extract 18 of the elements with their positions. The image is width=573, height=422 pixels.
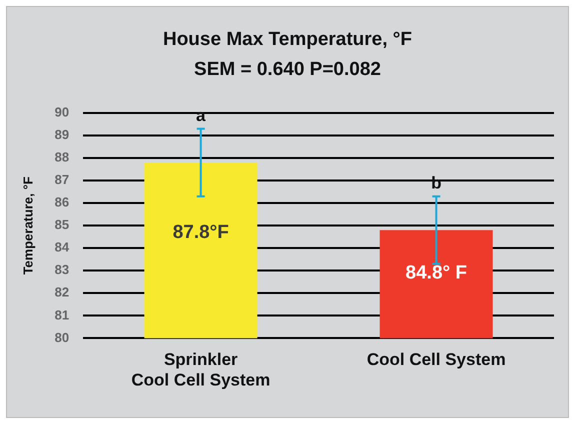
chart-subtitle: SEM = 0.640 P=0.082	[193, 59, 382, 81]
chart-title: House Max Temperature, °F	[162, 29, 414, 51]
y-tick-label: 84	[54, 240, 70, 255]
data-label: 87.8°F	[172, 222, 229, 244]
y-tick-label: 88	[54, 150, 70, 165]
y-tick-label: 80	[54, 330, 70, 345]
data-label: 84.8° F	[406, 262, 467, 284]
x-tick-label: Cool Cell System	[366, 350, 506, 370]
y-tick-label: 82	[54, 284, 70, 300]
y-tick-label: 89	[54, 127, 70, 142]
x-tick-label: Sprinkler Cool Cell System	[131, 350, 270, 390]
y-tick-label: 85	[54, 217, 70, 232]
y-tick-label: 83	[54, 262, 70, 278]
y-axis-title: Temperature, °F	[20, 176, 36, 275]
y-tick-label: 87	[54, 172, 70, 188]
y-tick-label: 90	[54, 104, 70, 120]
y-tick-label: 86	[54, 194, 70, 210]
y-tick-label: 81	[54, 307, 70, 322]
